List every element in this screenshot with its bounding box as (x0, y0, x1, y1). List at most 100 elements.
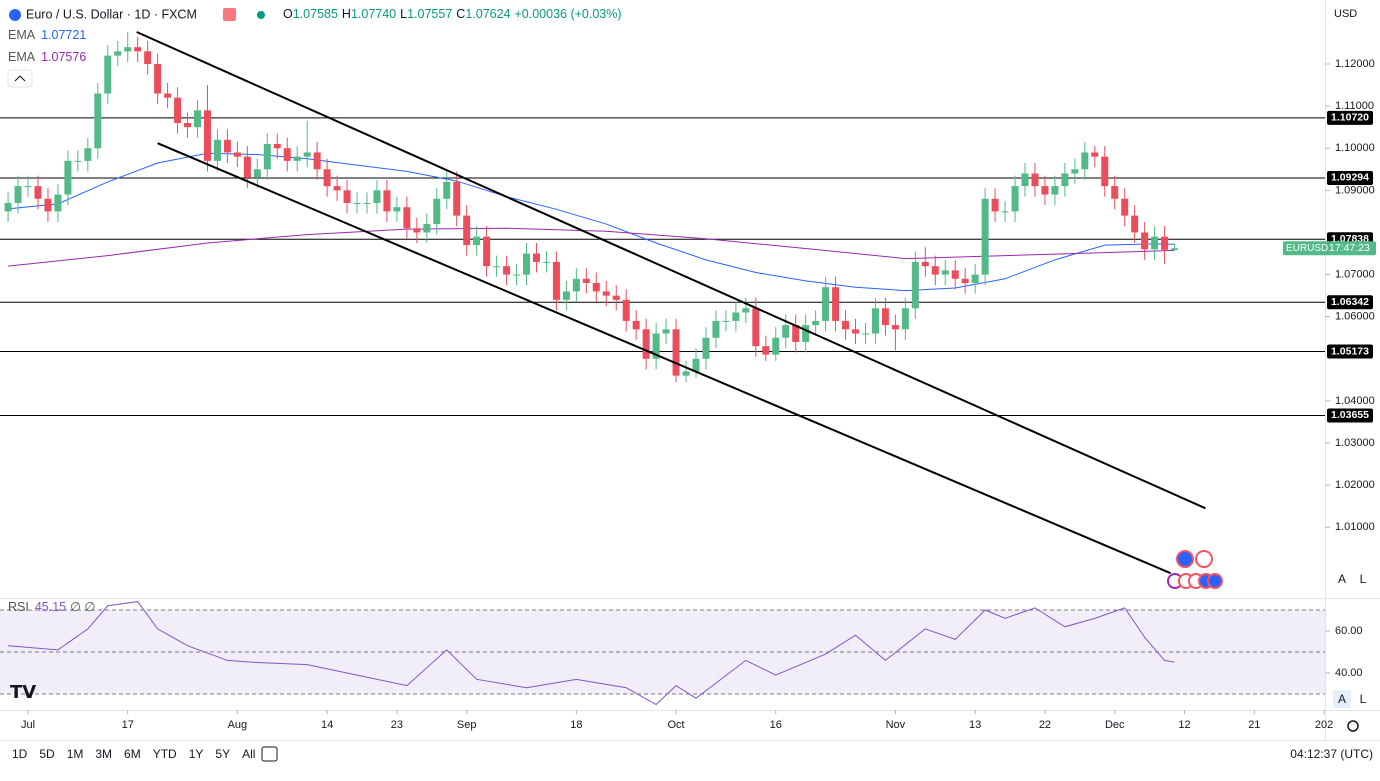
candle-body (94, 93, 102, 149)
candle-body (1011, 186, 1019, 212)
candle-body (881, 308, 889, 326)
candle-body (1031, 173, 1039, 187)
ema-name: EMA (8, 28, 36, 42)
status-dot (257, 11, 265, 19)
candle-body (24, 186, 32, 188)
candle-body (1051, 186, 1059, 195)
candle-body (662, 329, 670, 334)
timeframe-button[interactable]: 1M (67, 747, 84, 761)
plot: 1.12000 1.11000 1.10000 1.09000 1.07000 1.060… (0, 31, 1376, 731)
y-tick-label: 1.06000 (1335, 311, 1375, 323)
candle-body (243, 156, 251, 178)
timeframe-button[interactable]: 5Y (215, 747, 230, 761)
flag-icon[interactable] (223, 8, 236, 21)
x-tick-label: 23 (391, 719, 403, 731)
timeframe-button[interactable]: 5D (39, 747, 55, 761)
log-scale-button[interactable]: L (1360, 572, 1367, 586)
candle-body (961, 278, 969, 283)
auto-scale-button[interactable]: A (1338, 692, 1346, 706)
candle-body (263, 144, 271, 170)
candle-body (752, 308, 760, 347)
level-tag (1327, 295, 1373, 310)
symbol-tag-bg (1283, 241, 1376, 256)
timeframe-button[interactable]: 6M (124, 747, 141, 761)
x-tick-label: 17 (122, 719, 134, 731)
l-value: 1.07557 (407, 7, 452, 21)
settings-icon[interactable] (1347, 720, 1359, 732)
candle-body (84, 148, 92, 161)
candle-body (413, 228, 421, 233)
level-label: 1.06342 (1331, 296, 1369, 308)
event-icon[interactable] (1207, 573, 1223, 589)
candle-body (1061, 173, 1069, 187)
level-tag (1327, 110, 1373, 125)
x-tick-label: Oct (667, 719, 684, 731)
x-tick-label: Sep (457, 719, 477, 731)
candle-body (732, 312, 740, 321)
auto-scale-active[interactable] (1333, 690, 1351, 708)
event-icon[interactable] (1176, 550, 1194, 568)
candle-body (861, 333, 869, 335)
candle-body (104, 55, 112, 94)
candle-body (523, 253, 531, 275)
event-icon[interactable] (1195, 550, 1213, 568)
candle-body (1161, 236, 1169, 250)
candle-body (1111, 186, 1119, 199)
x-tick-label: 12 (1178, 719, 1190, 731)
candle-body (164, 93, 172, 98)
candle-body (572, 278, 580, 292)
candle-body (742, 308, 750, 313)
candle-body (283, 148, 291, 161)
ema-value: 1.07721 (41, 28, 86, 42)
candle-body (802, 325, 810, 342)
o-label: O (283, 7, 293, 21)
candle-body (971, 274, 979, 283)
timeframe-button[interactable]: 1Y (189, 747, 204, 761)
candle-body (64, 160, 72, 195)
c-label: C (456, 7, 465, 21)
candle-body (672, 329, 680, 376)
timeframe-button[interactable]: All (242, 747, 255, 761)
candle-body (652, 333, 660, 359)
candle-body (174, 97, 182, 123)
candle-body (303, 152, 311, 157)
y-tick-label: 40.00 (1335, 667, 1363, 679)
candle-body (1091, 152, 1099, 157)
collapse-button[interactable] (7, 69, 33, 88)
candle-body (124, 47, 132, 52)
x-tick-label: 16 (770, 719, 782, 731)
timeframe-button[interactable]: 3M (95, 747, 112, 761)
candle-body (114, 51, 122, 56)
h-label: H (342, 7, 351, 21)
candle-body (891, 325, 899, 330)
candle-body (911, 261, 919, 309)
date-range-icon[interactable] (261, 746, 278, 762)
candle-body (313, 152, 321, 170)
candle-body (44, 198, 52, 212)
rsi-value: 45.15 (35, 600, 66, 614)
candle-body (901, 308, 909, 330)
candle-body (443, 181, 451, 199)
clock[interactable]: 04:12:37 (UTC) (1290, 747, 1373, 761)
h-value: 1.07740 (351, 7, 396, 21)
candle-body (423, 224, 431, 233)
rsi-flags: ∅ ∅ (70, 600, 95, 614)
candle-body (871, 308, 879, 334)
ema-value: 1.07576 (41, 50, 86, 64)
x-tick-label: 13 (969, 719, 981, 731)
timeframe-bar: 1D 5D 1M 3M 6M YTD 1Y 5Y All (12, 747, 255, 761)
candle-body (253, 169, 261, 178)
trend-line (157, 142, 1171, 575)
timeframe-button[interactable]: 1D (12, 747, 28, 761)
candle-body (483, 236, 491, 267)
currency[interactable]: USD (1334, 8, 1357, 20)
log-scale-button[interactable]: L (1360, 692, 1367, 706)
candle-body (1131, 215, 1139, 233)
timeframe-button[interactable]: YTD (153, 747, 177, 761)
level-label: 1.10720 (1331, 112, 1369, 124)
candle-body (273, 144, 281, 149)
x-tick-label: 18 (570, 719, 582, 731)
tv-logo: 𝗧𝗩 (10, 682, 36, 702)
auto-scale-button[interactable]: A (1338, 572, 1346, 586)
collapse-icon (14, 75, 26, 82)
